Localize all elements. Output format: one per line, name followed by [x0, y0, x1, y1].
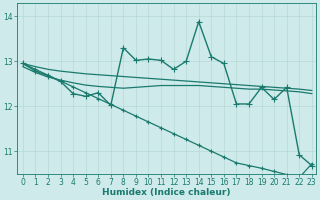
X-axis label: Humidex (Indice chaleur): Humidex (Indice chaleur) — [102, 188, 230, 197]
